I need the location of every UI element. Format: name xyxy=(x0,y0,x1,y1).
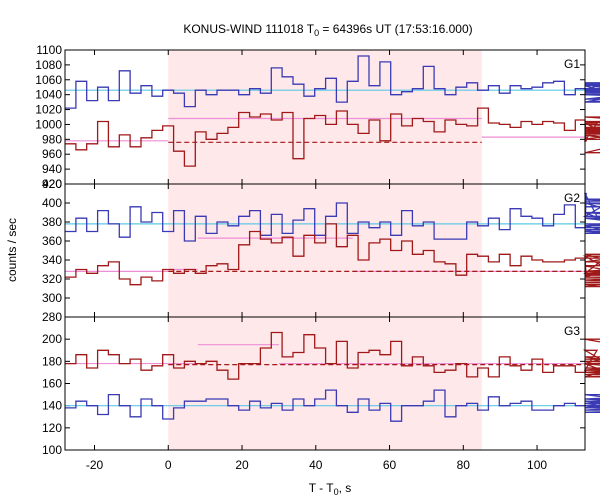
panel-frame xyxy=(64,316,586,451)
series-red_series-g1 xyxy=(65,107,600,167)
y-tick-label: 180 xyxy=(42,354,62,368)
x-tick-label: 60 xyxy=(383,458,397,472)
x-axis-title-main: T - T xyxy=(309,481,335,495)
chart-title-main: KONUS-WIND 111018 T xyxy=(183,22,314,36)
chart-title-subscript: 0 xyxy=(314,28,319,38)
y-tick-label: 280 xyxy=(42,310,62,324)
x-tick-label: -20 xyxy=(86,458,104,472)
chart-title: KONUS-WIND 111018 T0 = 64396s UT (17:53:… xyxy=(183,22,472,38)
x-axis-title-subscript: 0 xyxy=(334,487,339,497)
y-tick-label: 960 xyxy=(42,147,62,161)
y-tick-label: 920 xyxy=(42,177,62,191)
y-tick-label: 1040 xyxy=(35,88,62,102)
y-tick-label: 1080 xyxy=(35,58,62,72)
panel-label: G3 xyxy=(564,324,580,338)
x-axis-title-rest: , s xyxy=(339,481,352,495)
y-tick-label: 980 xyxy=(42,132,62,146)
y-tick-label: 1020 xyxy=(35,103,62,117)
y-tick-label: 1060 xyxy=(35,73,62,87)
series-red_series-g2 xyxy=(65,223,600,288)
y-tick-label: 940 xyxy=(42,162,62,176)
x-tick-label: 40 xyxy=(309,458,323,472)
y-tick-label: 320 xyxy=(42,272,62,286)
y-tick-label: 160 xyxy=(42,377,62,391)
y-axis-title: counts / sec xyxy=(5,218,19,282)
y-tick-label: 360 xyxy=(42,234,62,248)
y-tick-label: 120 xyxy=(42,421,62,435)
x-tick-label: 20 xyxy=(235,458,249,472)
y-tick-label: 340 xyxy=(42,253,62,267)
y-tick-label: 400 xyxy=(42,196,62,210)
x-axis-title: T - T0, s xyxy=(309,481,352,497)
y-tick-label: 420 xyxy=(42,177,62,191)
series-blue_series-g1 xyxy=(65,55,600,109)
plot-area: 920940960980100010201040106010801100G128… xyxy=(35,43,600,472)
y-tick-label: 1000 xyxy=(35,117,62,131)
x-tick-label: 80 xyxy=(457,458,471,472)
panel-g3: 100 120 140 160 180 200 G3 xyxy=(42,316,600,457)
y-tick-label: 100 xyxy=(42,443,62,457)
y-tick-label: 1100 xyxy=(36,43,62,57)
series-blue_series-g3 xyxy=(65,389,600,422)
x-tick-label: 0 xyxy=(165,458,172,472)
x-tick-label: 100 xyxy=(527,458,547,472)
panel-label: G2 xyxy=(564,191,580,205)
y-tick-label: 380 xyxy=(42,215,62,229)
chart-title-rest: = 64396s UT (17:53:16.000) xyxy=(319,22,473,36)
y-tick-label: 200 xyxy=(42,332,62,346)
y-tick-label: 300 xyxy=(42,291,62,305)
y-tick-label: 140 xyxy=(42,399,62,413)
panel-label: G1 xyxy=(564,57,580,71)
